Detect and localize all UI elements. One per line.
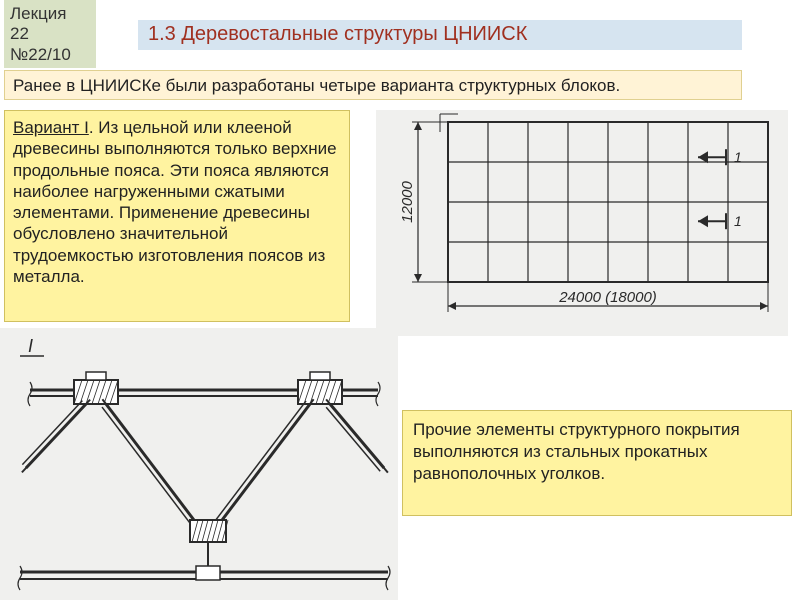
note-text: Прочие элементы структурного покрытия вы… — [413, 420, 740, 483]
lecture-line1: Лекция — [10, 4, 90, 24]
intro-text: Ранее в ЦНИИСКе были разработаны четыре … — [13, 76, 620, 95]
variant-body: . Из цельной или клееной древесины выпол… — [13, 118, 337, 286]
svg-text:1: 1 — [734, 213, 742, 229]
variant-description: Вариант I. Из цельной или клееной древес… — [4, 110, 350, 322]
svg-text:I: I — [28, 336, 33, 356]
section-drawing: I — [0, 328, 398, 600]
variant-label: Вариант I — [13, 118, 89, 137]
lecture-tag: Лекция 22 №22/10 — [4, 0, 96, 68]
note-box: Прочие элементы структурного покрытия вы… — [402, 410, 792, 516]
svg-text:24000 (18000): 24000 (18000) — [558, 289, 657, 306]
section-title-text: 1.3 Деревостальные структуры ЦНИИСК — [148, 23, 527, 45]
section-title: 1.3 Деревостальные структуры ЦНИИСК — [138, 20, 742, 50]
lecture-line2: 22 — [10, 24, 90, 44]
svg-text:1: 1 — [734, 149, 742, 165]
svg-text:12000: 12000 — [399, 180, 416, 222]
lecture-line3: №22/10 — [10, 45, 90, 65]
intro-text-bar: Ранее в ЦНИИСКе были разработаны четыре … — [4, 70, 742, 100]
plan-drawing: 24000 (18000) 12000 1 1 — [376, 110, 788, 336]
